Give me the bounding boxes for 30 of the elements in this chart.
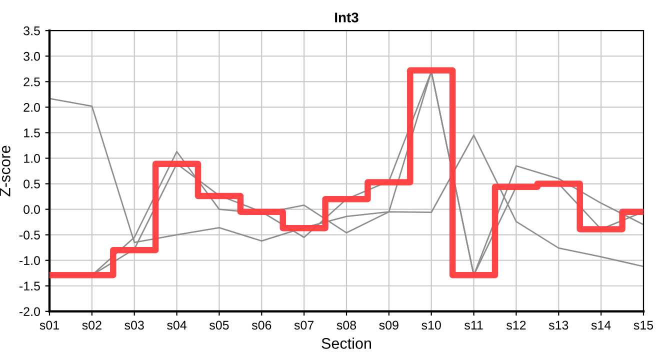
y-tick-label: -1.0 <box>19 256 40 265</box>
y-tick-label: 2.0 <box>24 102 40 112</box>
x-tick-label: s10 <box>422 320 441 330</box>
y-tick-label: 3.5 <box>24 26 40 36</box>
y-tick-label: 1.0 <box>24 154 40 163</box>
x-tick-label: s02 <box>82 320 102 330</box>
y-tick-label: 3.0 <box>24 52 40 61</box>
x-tick-label: s07 <box>294 320 314 330</box>
chart-title: Int3 <box>335 12 358 22</box>
x-tick-label: s06 <box>252 320 272 330</box>
x-tick-label: s12 <box>506 320 526 330</box>
x-axis-title: Section <box>322 338 371 349</box>
y-tick-label: -0.5 <box>19 230 40 240</box>
x-tick-label: s01 <box>40 320 59 330</box>
x-tick-label: s14 <box>591 320 611 330</box>
y-tick-label: -2.0 <box>19 307 40 316</box>
y-tick-label: 1.5 <box>24 128 40 138</box>
x-tick-label: s03 <box>124 320 144 330</box>
x-tick-label: s04 <box>167 320 186 330</box>
x-tick-label: s05 <box>209 320 229 330</box>
y-axis-title: Z-score <box>0 146 10 196</box>
y-tick-label: -1.5 <box>19 282 40 291</box>
x-tick-label: s09 <box>379 320 398 330</box>
y-tick-label: 2.5 <box>24 77 40 86</box>
x-tick-label: s11 <box>464 320 483 330</box>
x-tick-label: s08 <box>336 320 356 330</box>
x-tick-label: s13 <box>548 320 568 330</box>
x-tick-label: s15 <box>634 320 654 330</box>
y-tick-label: 0.0 <box>24 205 40 214</box>
y-tick-label: 0.5 <box>24 180 40 188</box>
